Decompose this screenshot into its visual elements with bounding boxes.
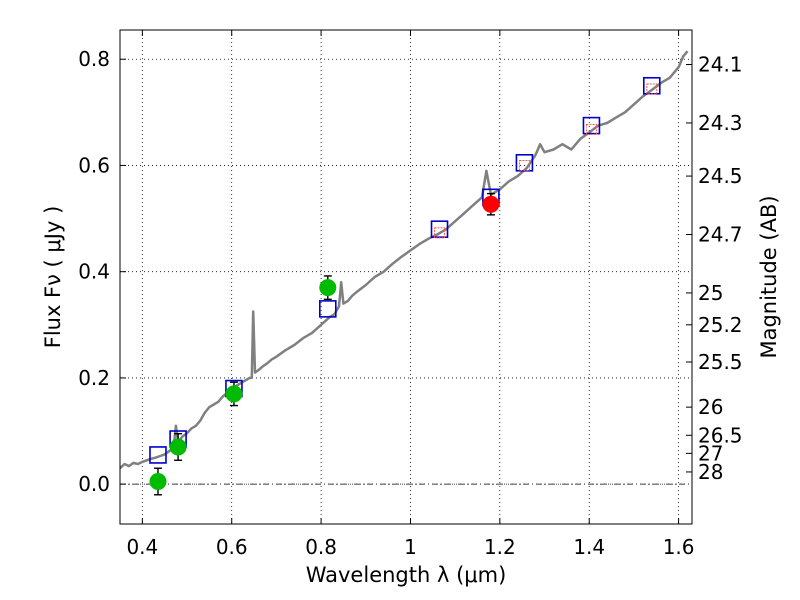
plot-area	[120, 50, 689, 496]
magnitude-axis-label: Magnitude (AB)	[757, 195, 781, 358]
plot-frame	[119, 29, 693, 525]
y-axis: 0.0 0.2 0.4 0.6 0.8	[78, 47, 126, 496]
magnitude-tick-label: 28	[698, 460, 723, 484]
x-tick-label: 0.4	[126, 535, 158, 559]
series-observed-red-	[482, 192, 500, 216]
series-observed-green-	[149, 275, 337, 496]
small-red-square	[646, 83, 658, 95]
x-axis-label: Wavelength λ (μm)	[306, 563, 507, 587]
observed-point	[149, 473, 167, 491]
model-flux-square	[582, 116, 601, 135]
magnitude-tick-label: 25	[698, 281, 723, 305]
y-axis-label: Flux Fν ( μJy )	[41, 206, 65, 349]
grid-lines	[120, 30, 692, 524]
model-flux-square	[430, 220, 449, 238]
spectrum-line	[120, 50, 689, 470]
series-template-spectrum	[120, 50, 689, 470]
x-tick-label: 1.6	[663, 535, 695, 559]
x-tick-label: 1.4	[573, 535, 605, 559]
magnitude-tick-label: 25.2	[698, 313, 743, 337]
y-tick-label: 0.0	[78, 472, 110, 496]
y-tick-label: 0.8	[78, 47, 110, 71]
x-tick-label: 1	[404, 535, 417, 559]
small-red-square	[434, 227, 446, 239]
x-tick-label: 1.2	[484, 535, 516, 559]
magnitude-tick-label: 24.1	[698, 53, 743, 77]
small-red-square	[518, 159, 530, 171]
model-flux-square	[149, 446, 167, 464]
magnitude-tick-label: 27	[698, 441, 723, 465]
magnitude-tick-label: 24.7	[698, 223, 743, 247]
observed-point	[169, 438, 187, 456]
x-axis: 0.4 0.6 0.8 1 1.2 1.4 1.6	[126, 30, 695, 559]
magnitude-tick-label: 26	[698, 395, 723, 419]
x-tick-label: 0.6	[216, 535, 248, 559]
model-flux-square	[318, 300, 337, 318]
small-red-square	[585, 123, 597, 135]
magnitude-tick-label: 26.5	[698, 423, 743, 447]
magnitude-tick-label: 24.5	[698, 164, 743, 188]
observed-point	[482, 195, 500, 213]
y-tick-label: 0.6	[78, 153, 110, 177]
y-tick-label: 0.4	[78, 260, 110, 284]
x-tick-label: 0.8	[305, 535, 337, 559]
y-tick-label: 0.2	[78, 366, 110, 390]
observed-point	[319, 279, 337, 297]
magnitude-tick-label: 24.3	[698, 111, 743, 135]
magnitude-tick-label: 25.5	[698, 350, 743, 374]
series-small-red-squares	[434, 83, 658, 239]
observed-point	[225, 385, 243, 403]
